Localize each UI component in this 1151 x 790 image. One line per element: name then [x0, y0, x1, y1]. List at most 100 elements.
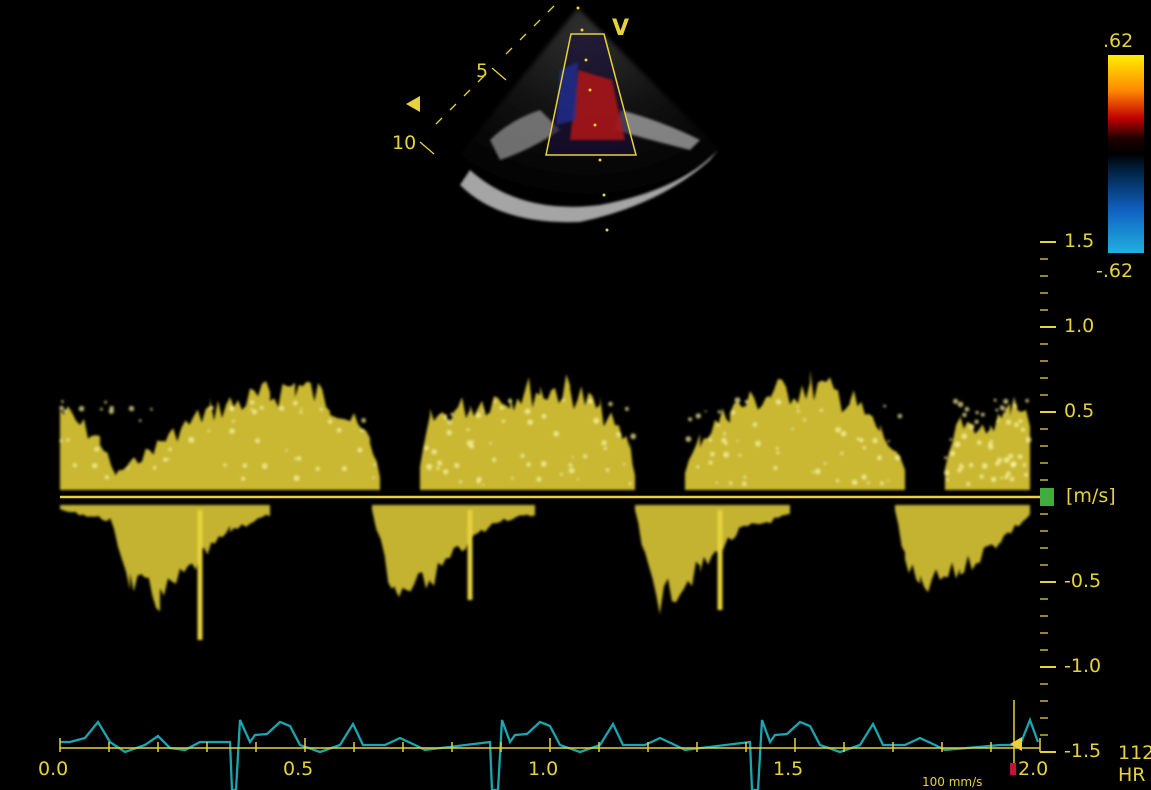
spectrum-speckle: [472, 440, 475, 443]
spectrum-speckle: [167, 458, 170, 461]
spectrum-speckle: [536, 476, 542, 482]
spectrum-speckle: [708, 460, 713, 465]
spectrum-speckle: [59, 405, 64, 411]
spectrum-speckle: [953, 398, 959, 404]
time-axis-ticks: [59, 738, 1041, 752]
spectrum-speckle: [373, 463, 377, 466]
spectrum-speckle: [576, 478, 579, 481]
spectrum-speckle: [775, 399, 782, 405]
spectrum-speckle: [138, 419, 142, 422]
spectrum-speckle: [299, 410, 303, 414]
spectrum-speckle: [995, 461, 1000, 466]
spectrum-speckle: [993, 398, 997, 402]
spectrum-speckle: [997, 457, 1003, 463]
spectrum-speckle: [450, 412, 454, 416]
spectrum-speckle: [717, 410, 721, 414]
spectrum-speckle: [623, 463, 626, 466]
spectrum-speckle: [459, 480, 462, 484]
spectrum-speckle: [736, 440, 739, 442]
spectrum-speckle: [72, 463, 77, 468]
spectrum-speckle: [628, 482, 632, 486]
spectrum-speckle: [252, 409, 257, 415]
color-bar-max-label: .62: [1103, 30, 1134, 52]
spectrum-speckle: [835, 427, 841, 433]
spectrum-speckle: [475, 412, 482, 418]
spectrum-speckle: [1017, 454, 1023, 459]
spectrum-speckle: [949, 438, 953, 441]
spectrum-speckle: [987, 443, 994, 450]
spectrum-speckle: [511, 477, 514, 480]
sweep-speed-label: 100 mm/s: [922, 775, 983, 789]
spectrum-speckle: [104, 475, 109, 480]
spectrum-speckle: [743, 475, 747, 479]
spectrum-speckle: [989, 439, 993, 444]
spectrum-speckle: [979, 474, 984, 479]
spectrum-speckle: [447, 419, 452, 425]
spectrum-speckle: [1013, 404, 1017, 408]
spectrum-speckle: [704, 410, 707, 413]
spectrum-speckle: [163, 457, 168, 462]
spectrum-speckle: [796, 405, 799, 408]
spectrum-speckle: [443, 469, 449, 475]
spectrum-speckle: [489, 442, 492, 445]
spectrum-speckle: [293, 400, 298, 406]
spectrum-speckle: [962, 412, 967, 418]
spectrum-speckle: [59, 439, 63, 443]
heart-rate-label: HR: [1118, 764, 1146, 786]
spectrum-reverse-flow: [60, 505, 270, 612]
spectrum-speckle: [836, 479, 840, 483]
spectrum-speckle: [583, 454, 588, 459]
spectrum-speckle: [791, 427, 794, 431]
velocity-tick-label: -1.0: [1064, 655, 1102, 677]
spectrum-speckle: [327, 419, 333, 424]
velocity-unit-label: [m/s]: [1066, 485, 1116, 507]
spectrum-speckle: [603, 446, 608, 450]
spectrum-speckle: [357, 447, 363, 453]
spectrum-speckle: [977, 440, 982, 445]
velocity-tick-label: -0.5: [1064, 570, 1102, 592]
spectrum-speckle: [738, 453, 742, 457]
spectrum-speckle: [527, 419, 533, 426]
spectrum-speckle: [752, 422, 758, 427]
spectrum-speckle: [721, 437, 727, 443]
depth-scale: [419, 5, 555, 155]
baseline-marker: [1040, 488, 1054, 506]
spectrum-speckle: [608, 401, 613, 407]
spectrum-speckle: [814, 468, 821, 475]
spectrum-speckle: [616, 431, 622, 437]
spectrum-speckle: [209, 405, 214, 410]
spectrum-forward-flow: [60, 381, 380, 490]
spectrum-speckle: [988, 442, 992, 446]
velocity-tick-label: -1.5: [1064, 740, 1102, 762]
spectrum-forward-flow: [685, 369, 905, 490]
spectrum-speckle: [883, 404, 887, 408]
spectrum-speckle: [250, 407, 253, 411]
velocity-tick-label: 0.5: [1064, 400, 1095, 422]
spectrum-speckle: [336, 427, 342, 433]
spectrum-speckle: [232, 419, 235, 423]
spectrum-speckle: [207, 429, 210, 433]
sweep-cursor-marker: [1010, 763, 1016, 775]
spectrum-speckle: [773, 465, 778, 471]
spectrum-speckle: [466, 440, 473, 447]
spectrum-speckle: [92, 463, 98, 469]
spectrum-speckle: [961, 433, 967, 440]
spectrum-speckle: [279, 405, 285, 411]
velocity-scale-minor-ticks: [1040, 258, 1048, 736]
spectrum-speckle: [840, 431, 847, 437]
spectrum-speckle: [744, 400, 749, 404]
spectrum-speckle: [742, 481, 747, 487]
time-tick-label: 2.0: [1018, 758, 1049, 780]
spectrum-speckle: [1014, 422, 1019, 428]
spectrum-speckle: [1020, 427, 1025, 432]
spectrum-speckle: [61, 400, 64, 403]
spectrum-speckle: [695, 413, 701, 419]
spectrum-speckle: [856, 437, 860, 441]
spectrum-forward-flow: [420, 374, 635, 490]
spectrum-speckle: [1003, 457, 1010, 463]
spectrum-speckle: [1008, 453, 1014, 459]
spectrum-speckle: [562, 398, 566, 402]
spectrum-speckle: [501, 419, 505, 423]
velocity-tick-label: 1.0: [1064, 315, 1095, 337]
